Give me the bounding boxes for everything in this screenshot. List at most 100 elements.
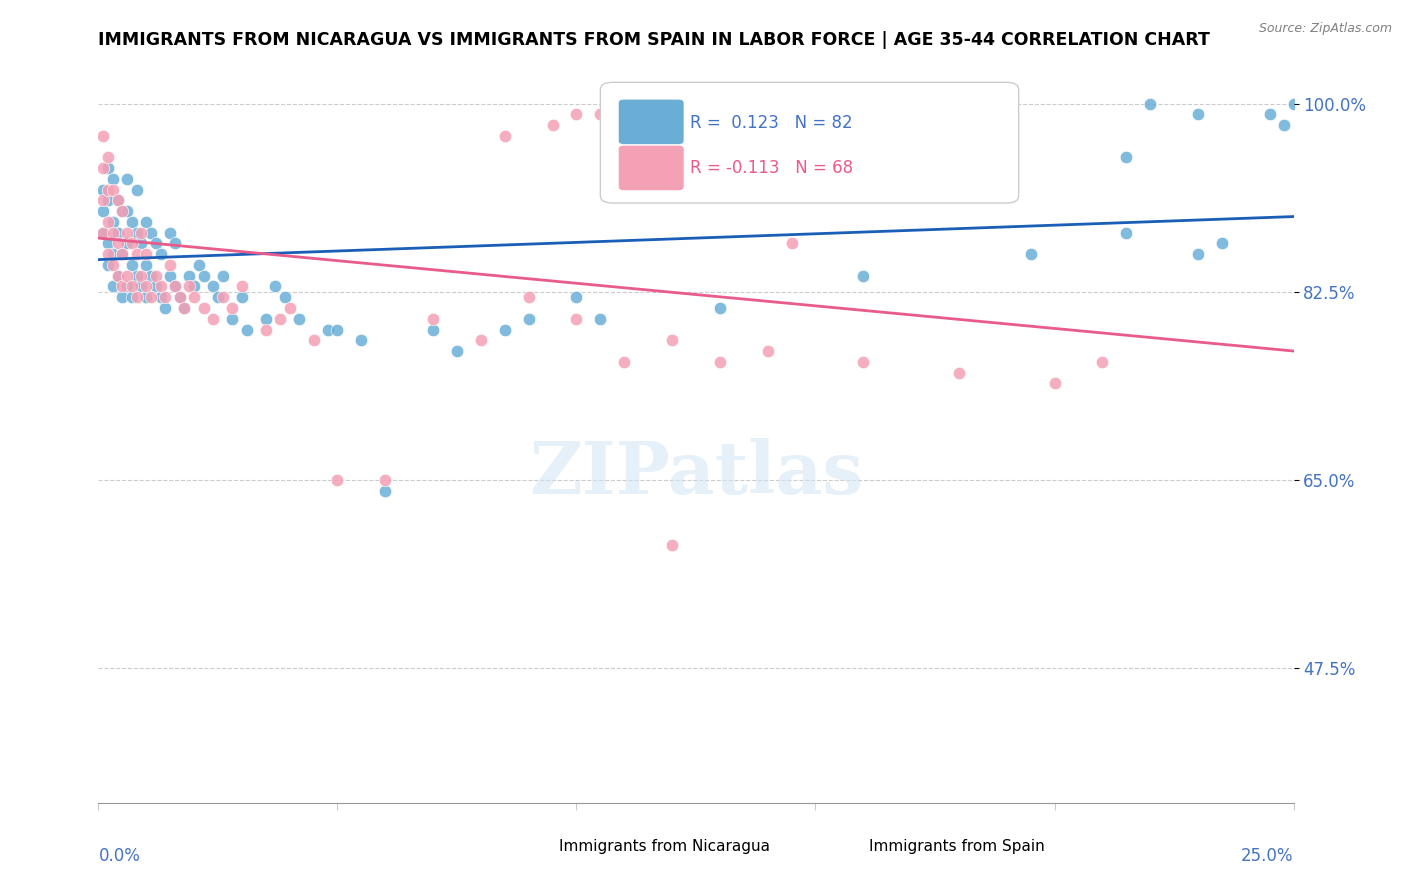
Point xyxy=(1211,236,1233,251)
Point xyxy=(139,226,162,240)
Point xyxy=(278,301,301,315)
Point xyxy=(350,333,373,347)
Point xyxy=(97,194,120,208)
Point xyxy=(163,279,186,293)
Point xyxy=(494,128,516,143)
Point xyxy=(541,118,564,132)
Point xyxy=(948,366,970,380)
Point xyxy=(97,258,120,272)
Point xyxy=(121,290,143,304)
Point xyxy=(91,128,114,143)
Point xyxy=(589,311,612,326)
Point xyxy=(135,258,157,272)
Point xyxy=(1272,118,1295,132)
Point xyxy=(125,247,148,261)
Point xyxy=(145,236,167,251)
Point xyxy=(221,311,243,326)
Point xyxy=(97,247,120,261)
Point xyxy=(155,301,177,315)
Point xyxy=(131,236,153,251)
Point xyxy=(1258,107,1281,121)
Text: 25.0%: 25.0% xyxy=(1241,847,1294,864)
Point xyxy=(193,268,215,283)
Point xyxy=(155,290,177,304)
Point xyxy=(131,226,153,240)
Point xyxy=(101,279,124,293)
Point xyxy=(211,268,233,283)
Point xyxy=(139,290,162,304)
Point xyxy=(1187,107,1209,121)
Point xyxy=(1282,96,1305,111)
Point xyxy=(91,226,114,240)
Point xyxy=(254,322,277,336)
Point xyxy=(149,290,172,304)
Point xyxy=(494,322,516,336)
Point xyxy=(145,279,167,293)
Point xyxy=(91,161,114,176)
Point xyxy=(131,279,153,293)
Point xyxy=(231,290,253,304)
Point xyxy=(97,236,120,251)
Point xyxy=(661,333,683,347)
Point xyxy=(135,247,157,261)
Point xyxy=(193,301,215,315)
Point xyxy=(207,290,229,304)
Point xyxy=(1019,247,1042,261)
Point xyxy=(589,107,612,121)
Point xyxy=(135,290,157,304)
Point xyxy=(91,226,114,240)
Point xyxy=(111,247,134,261)
Point xyxy=(107,268,129,283)
Point xyxy=(121,279,143,293)
Point xyxy=(111,290,134,304)
Point xyxy=(1091,355,1114,369)
Point xyxy=(326,322,349,336)
Point xyxy=(149,279,172,293)
Point xyxy=(149,247,172,261)
Point xyxy=(288,311,311,326)
Point xyxy=(115,279,138,293)
Point xyxy=(159,226,181,240)
Text: 0.0%: 0.0% xyxy=(98,847,141,864)
Point xyxy=(422,322,444,336)
Point xyxy=(121,236,143,251)
Text: Immigrants from Spain: Immigrants from Spain xyxy=(869,839,1045,855)
Point xyxy=(422,311,444,326)
Point xyxy=(163,279,186,293)
Point xyxy=(1043,376,1066,391)
Text: ZIPatlas: ZIPatlas xyxy=(529,438,863,509)
Point xyxy=(264,279,287,293)
Point xyxy=(374,473,396,487)
Point xyxy=(235,322,257,336)
Point xyxy=(756,344,779,359)
Point xyxy=(780,236,803,251)
Point xyxy=(135,279,157,293)
Point xyxy=(302,333,325,347)
Point xyxy=(269,311,291,326)
Point xyxy=(173,301,195,315)
Point xyxy=(565,107,588,121)
Point xyxy=(254,311,277,326)
Point xyxy=(97,183,120,197)
Point xyxy=(1187,247,1209,261)
Point xyxy=(202,279,225,293)
Point xyxy=(91,194,114,208)
Point xyxy=(274,290,297,304)
FancyBboxPatch shape xyxy=(825,830,866,863)
Point xyxy=(97,150,120,164)
Point xyxy=(111,204,134,219)
Point xyxy=(326,473,349,487)
Text: R =  0.123   N = 82: R = 0.123 N = 82 xyxy=(690,113,852,131)
Point xyxy=(125,268,148,283)
Point xyxy=(211,290,233,304)
Point xyxy=(169,290,191,304)
Point xyxy=(202,311,225,326)
FancyBboxPatch shape xyxy=(619,145,685,191)
Point xyxy=(221,301,243,315)
Text: Source: ZipAtlas.com: Source: ZipAtlas.com xyxy=(1258,22,1392,36)
Point xyxy=(159,258,181,272)
FancyBboxPatch shape xyxy=(515,830,555,863)
Point xyxy=(145,268,167,283)
Point xyxy=(661,538,683,552)
Point xyxy=(107,194,129,208)
